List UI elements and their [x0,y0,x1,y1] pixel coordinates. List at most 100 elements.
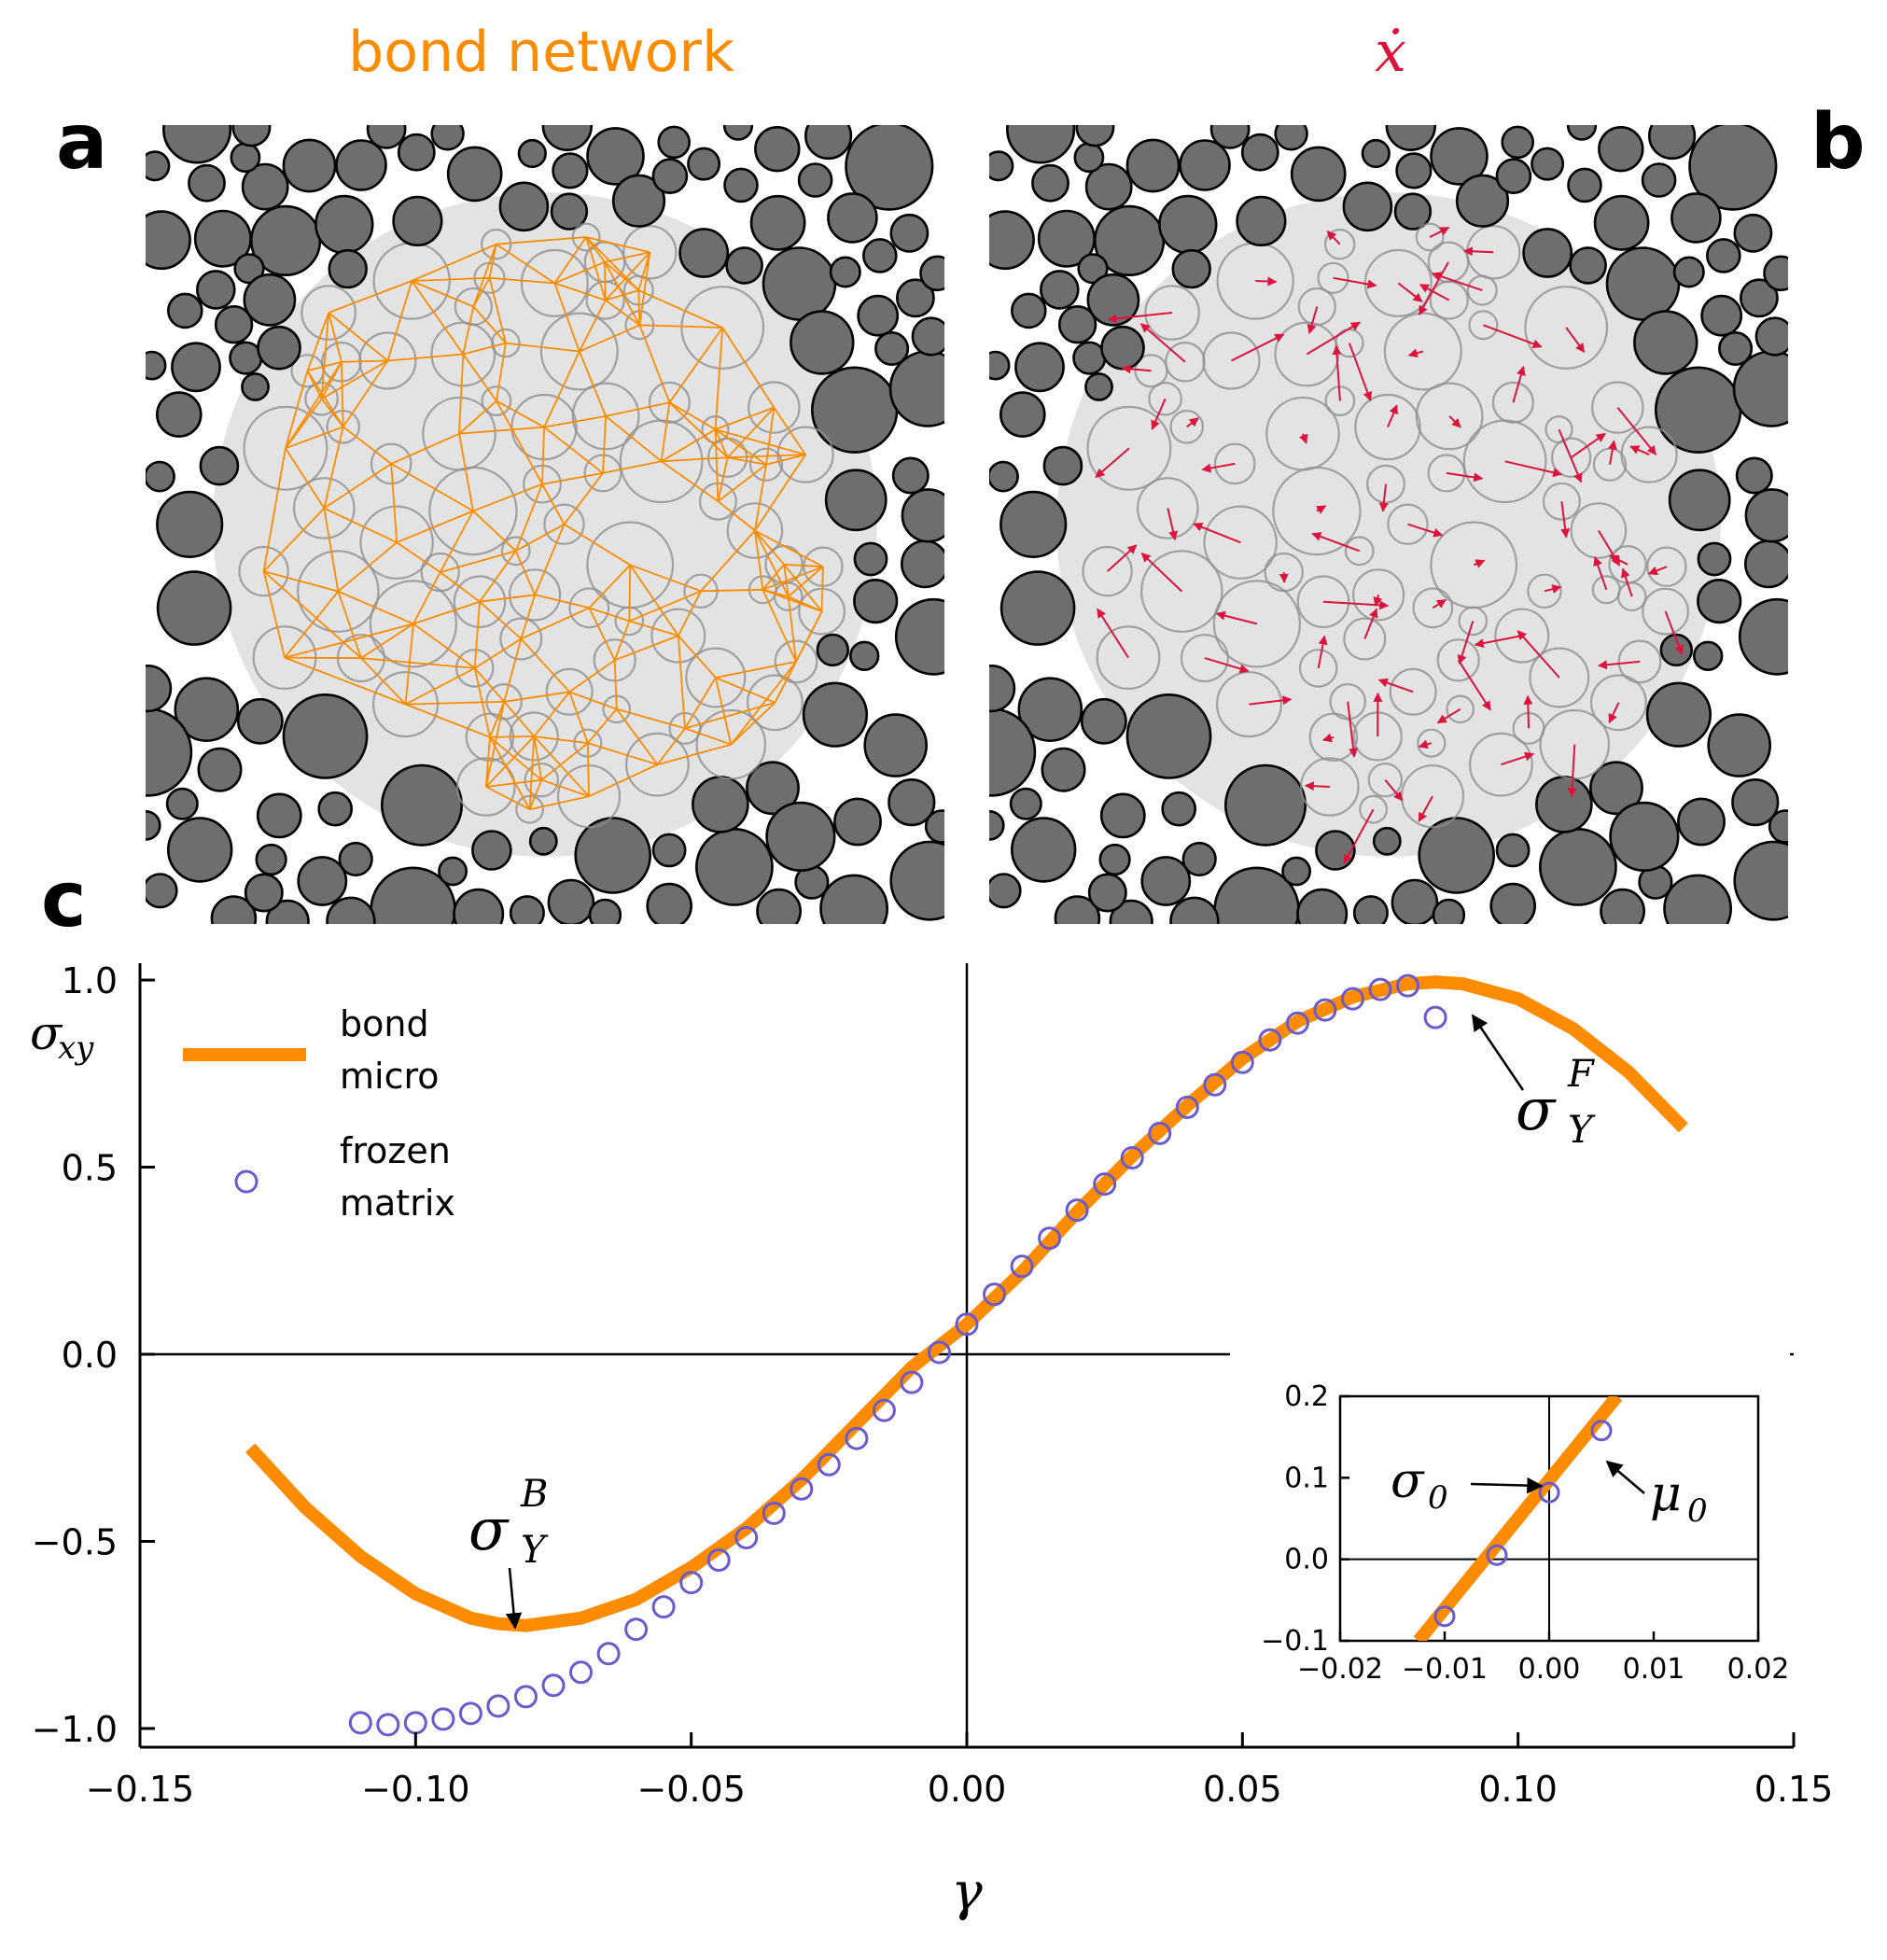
bond [396,510,474,544]
bond [462,306,475,355]
frozen-particle [827,192,878,244]
mobile-particle [1344,536,1375,567]
frozen-particle [392,195,443,246]
frozen-particle [1236,195,1287,246]
frozen-particle [1042,445,1083,486]
bond [656,727,686,765]
velocity-arrow [1608,702,1620,724]
frozen-particle [1418,817,1495,894]
bond [472,277,491,307]
panel-b-particles [989,125,1788,924]
bond [323,508,340,592]
frozen-particle [1181,841,1217,877]
frozen-matrix-point [1175,1095,1199,1119]
mobile-particle [583,454,622,493]
frozen-particle [1240,133,1279,172]
frozen-particle [243,273,297,327]
velocity-arrow [1384,779,1404,802]
frozen-particle [1009,787,1042,820]
frozen-particle [790,310,855,375]
velocity-arrow [1629,445,1650,456]
frozen-particle [1731,777,1780,827]
bond [585,236,607,301]
mobile-particle [1323,229,1356,260]
frozen-particle [999,570,1076,646]
bond [714,327,724,430]
frozen-particle [550,192,589,231]
panel-b-letter: b [1810,98,1866,187]
mobile-particle [1086,405,1172,491]
velocity-arrow [1107,312,1173,324]
velocity-arrow [1418,261,1449,315]
y-tick-label: −1.0 [32,1709,118,1750]
frozen-particle [446,146,503,203]
velocity-arrow [1620,567,1633,597]
svg-text:σ: σ [1516,1075,1557,1143]
mobile-particle [625,732,690,797]
frozen-matrix-point [845,1426,869,1450]
mobile-particle [622,225,678,280]
frozen-particle [1740,278,1779,318]
frozen-particle [1455,174,1510,228]
frozen-particle [1209,125,1251,149]
mobile-particle [1297,287,1336,327]
frozen-particle [989,707,1037,797]
velocity-arrow [1304,781,1330,791]
frozen-particle [657,125,692,160]
frozen-particle [1697,578,1742,624]
frozen-matrix-point [486,1694,510,1718]
velocity-arrow [1215,610,1258,625]
bond [588,607,616,661]
frozen-particle [1385,125,1436,151]
velocity-arrows [1095,226,1684,864]
mobile-particle [774,639,818,684]
bond [638,324,671,403]
velocity-arrow [1597,660,1641,670]
frozen-particle [1361,138,1391,169]
inset-frozen-point [1590,1420,1613,1442]
mobile-particle [1524,286,1609,370]
frozen-particle [1315,830,1356,871]
bond [730,702,776,746]
frozen-matrix-point [1341,987,1364,1011]
frozen-particle [749,194,806,251]
frozen-particle [1633,310,1698,375]
velocity-arrow [1348,343,1373,402]
velocity-arrow [1249,695,1293,706]
bond [629,620,679,637]
bond [820,567,824,612]
frozen-matrix-point [1313,998,1337,1022]
mobile-particle [650,608,706,664]
bond [342,426,392,465]
bond [263,570,339,593]
frozen-particle [651,158,689,194]
frozen-matrix-point [762,1501,786,1525]
frozen-particle [901,539,944,589]
bond [323,507,398,544]
mobile-particle [1213,442,1256,485]
legend-bond-line2: micro [340,1056,440,1097]
bond [677,636,686,729]
bond [714,428,767,466]
velocity-arrow [1429,226,1450,238]
frozen-particle [317,791,354,827]
bond [307,360,342,372]
frozen-particle [989,810,1005,841]
frozen-particle [174,677,240,743]
velocity-arrow [1418,795,1433,822]
bond-micro-curve [245,975,1688,1632]
frozen-particle [1393,192,1433,231]
mobile-particle [1427,241,1470,284]
frozen-particle [146,873,178,909]
frozen-particle [1567,167,1602,203]
bond [614,635,679,662]
frozen-particle [244,873,284,913]
x-tick-label: −0.15 [86,1769,194,1810]
bond [585,236,639,291]
mobile-particle [481,229,512,260]
frozen-particle [146,810,161,841]
frozen-particle [1006,125,1076,164]
mobile-particle [238,545,289,597]
frozen-particle [552,152,589,189]
